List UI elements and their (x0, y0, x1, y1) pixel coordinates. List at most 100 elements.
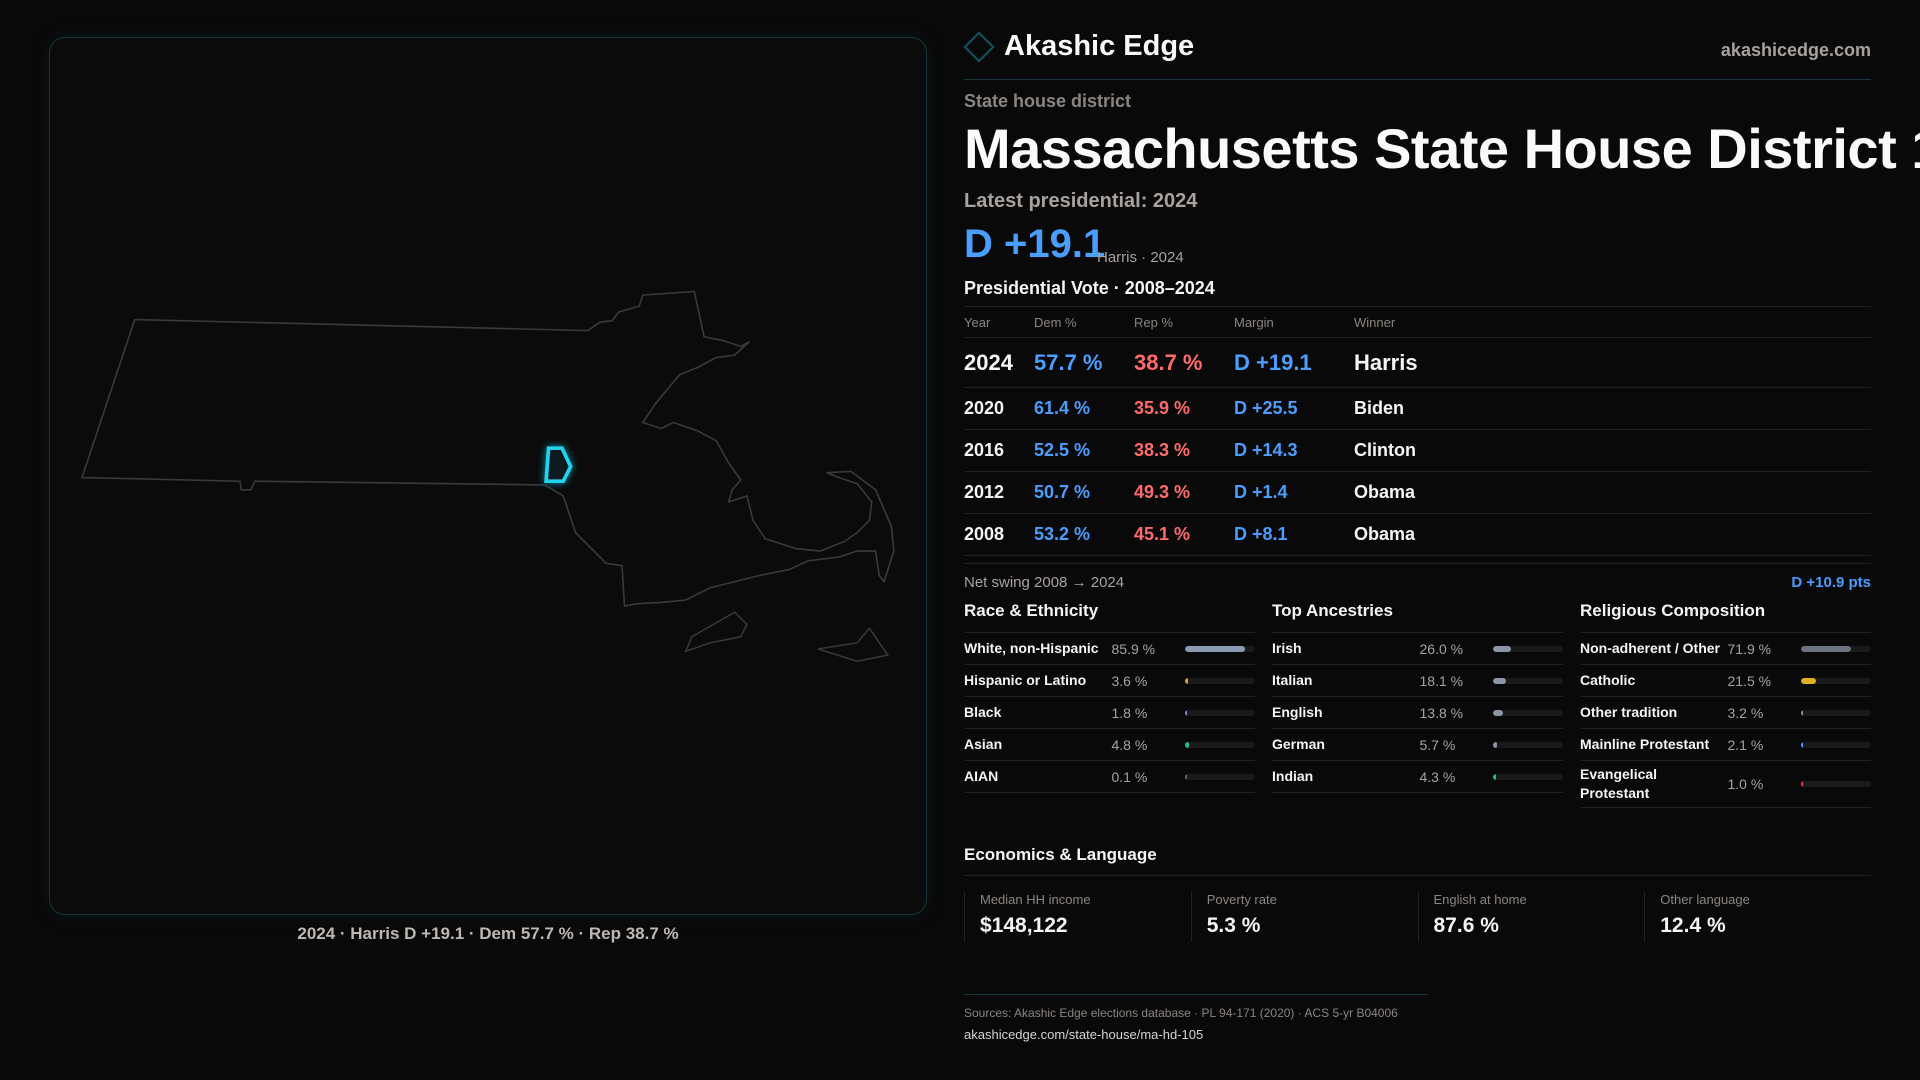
religion-title: Religious Composition (1580, 601, 1871, 633)
swing-label: Net swing 2008 → 2024 (964, 574, 1125, 591)
kicker: State house district (964, 91, 1132, 111)
stat-value: 12.4 % (1660, 914, 1726, 937)
list-item: Irish 26.0 % (1272, 633, 1564, 665)
item-bar (1185, 677, 1256, 684)
list-item: German 5.7 % (1272, 729, 1564, 761)
bar-fill (1801, 709, 1804, 716)
cell-dem: 61.4 % (1034, 387, 1134, 430)
cell-margin: D +25.5 (1234, 387, 1354, 430)
cell-margin: D +8.1 (1234, 513, 1354, 556)
cell-winner: Biden (1354, 387, 1871, 430)
item-value: 13.8 % (1419, 704, 1464, 721)
cell-dem: 57.7 % (1034, 337, 1134, 388)
item-value: 18.1 % (1419, 672, 1464, 689)
bar-fill (1801, 781, 1804, 787)
cell-margin: D +1.4 (1234, 471, 1354, 514)
item-value: 4.3 % (1419, 768, 1456, 785)
item-value: 85.9 % (1111, 640, 1156, 657)
col-margin: Margin (1234, 306, 1354, 338)
brand-name: Akashic Edge (1004, 30, 1195, 62)
table-row: 2020 61.4 % 35.9 % D +25.5 Biden (964, 387, 1871, 430)
bar-fill (1801, 645, 1852, 652)
cell-rep: 49.3 % (1134, 471, 1234, 514)
item-value: 71.9 % (1727, 640, 1772, 657)
item-label: Mainline Protestant (1580, 736, 1710, 752)
cell-winner: Obama (1354, 471, 1871, 514)
site-link[interactable]: akashicedge.com (1720, 40, 1871, 60)
headline-sub: Harris · 2024 (1097, 249, 1184, 266)
stat-card: Poverty rate 5.3 % (1190, 892, 1418, 942)
cell-margin: D +14.3 (1234, 429, 1354, 472)
stat-card: Other language 12.4 % (1644, 892, 1871, 942)
item-bar (1801, 645, 1872, 652)
item-bar (1185, 709, 1256, 716)
list-item: Indian 4.3 % (1272, 761, 1564, 793)
item-bar (1185, 773, 1256, 780)
item-bar (1493, 645, 1564, 652)
item-value: 21.5 % (1727, 672, 1772, 689)
stat-label: Poverty rate (1206, 892, 1277, 907)
race-section: Race & Ethnicity White, non-Hispanic 85.9 … (964, 601, 1256, 808)
table-row: 2016 52.5 % 38.3 % D +14.3 Clinton (964, 429, 1871, 472)
item-label: Irish (1272, 640, 1302, 656)
bar-fill (1493, 741, 1498, 748)
presidential-table: Year Dem % Rep % Margin Winner 2024 57.7 … (964, 306, 1871, 556)
item-value: 1.8 % (1111, 704, 1148, 721)
cell-year: 2020 (964, 387, 1034, 430)
bar-fill (1185, 677, 1188, 684)
item-label: Indian (1272, 768, 1314, 784)
item-value: 0.1 % (1111, 768, 1148, 785)
brand[interactable]: Akashic Edge (963, 30, 1195, 63)
table-row: 2012 50.7 % 49.3 % D +1.4 Obama (964, 471, 1871, 514)
item-value: 26.0 % (1419, 640, 1464, 657)
page-url[interactable]: akashicedge.com/state-house/ma-hd-105 (964, 1027, 1204, 1042)
item-bar (1493, 773, 1564, 780)
item-bar (1493, 709, 1564, 716)
page-title: Massachusetts State House District 105 (964, 117, 1920, 180)
list-item: Italian 18.1 % (1272, 665, 1564, 697)
list-item: White, non-Hispanic 85.9 % (964, 633, 1256, 665)
cell-dem: 50.7 % (1034, 471, 1134, 514)
item-label: Black (964, 704, 1002, 720)
map-caption: 2024 · Harris D +19.1 · Dem 57.7 % · Rep… (297, 924, 679, 943)
list-item: Asian 4.8 % (964, 729, 1256, 761)
diamond-icon (963, 30, 995, 63)
item-bar (1185, 645, 1256, 652)
bar-fill (1801, 677, 1817, 684)
swing-value: D +10.9 pts (1791, 574, 1871, 591)
list-item: AIAN 0.1 % (964, 761, 1256, 793)
list-item: Other tradition 3.2 % (1580, 697, 1872, 729)
item-value: 2.1 % (1727, 736, 1764, 753)
item-bar (1493, 741, 1564, 748)
item-label: White, non-Hispanic (964, 640, 1099, 656)
item-bar (1801, 781, 1872, 787)
cell-year: 2016 (964, 429, 1034, 472)
item-label: English (1272, 704, 1323, 720)
stat-value: 5.3 % (1206, 914, 1261, 937)
list-item: Mainline Protestant 2.1 % (1580, 729, 1872, 761)
bar-fill (1801, 741, 1804, 748)
list-item: Evangelical Protestant 1.0 % (1580, 761, 1872, 808)
bar-fill (1493, 677, 1506, 684)
list-item: Hispanic or Latino 3.6 % (964, 665, 1256, 697)
item-label: Italian (1272, 672, 1313, 688)
bar-fill (1493, 773, 1497, 780)
cell-dem: 52.5 % (1034, 429, 1134, 472)
latest-label: Latest presidential: 2024 (964, 190, 1198, 212)
ancestry-title: Top Ancestries (1272, 601, 1563, 633)
stat-label: Other language (1660, 892, 1750, 907)
bar-fill (1493, 645, 1512, 652)
item-label: Evangelical Protestant (1580, 766, 1658, 801)
religion-section: Religious Composition Non-adherent / Othe… (1580, 601, 1872, 808)
race-title: Race & Ethnicity (964, 601, 1255, 633)
list-item: English 13.8 % (1272, 697, 1564, 729)
map-panel[interactable] (49, 37, 927, 915)
item-label: German (1272, 736, 1325, 752)
economics-title: Economics & Language (964, 845, 1871, 876)
item-label: AIAN (964, 768, 999, 784)
headline-margin: D +19.1 (964, 222, 1106, 266)
item-value: 4.8 % (1111, 736, 1148, 753)
item-bar (1185, 741, 1256, 748)
cell-year: 2012 (964, 471, 1034, 514)
col-winner: Winner (1354, 306, 1871, 338)
